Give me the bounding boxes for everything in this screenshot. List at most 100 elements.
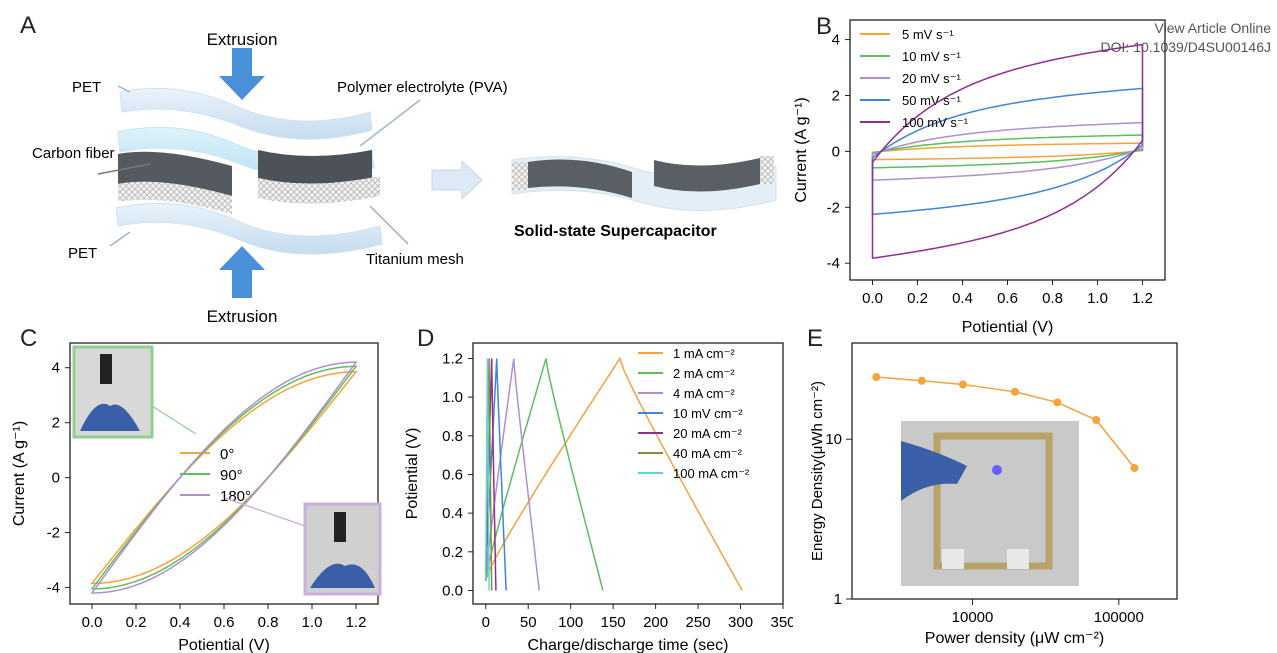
pet-sheet-top (119, 87, 373, 140)
legend-label: 10 mV cm⁻² (673, 406, 743, 421)
x-tick-label: 1.0 (302, 614, 323, 631)
x-axis-label: Charge/discharge time (sec) (528, 637, 729, 653)
extrusion-arrow-top (219, 48, 265, 100)
x-axis-label: Power density (μW cm⁻²) (925, 630, 1104, 647)
x-tick-label: 10000 (952, 609, 994, 626)
panel-a-letter: A (20, 12, 37, 39)
cv-curve (90, 361, 358, 594)
x-tick-label: 0.8 (1042, 290, 1063, 307)
view-article-online-link[interactable]: View Article Online (1154, 20, 1271, 36)
gcd-curve (484, 358, 604, 591)
x-tick-label: 350 (770, 614, 793, 631)
panel-letter: B (816, 13, 832, 40)
y-tick-label: 1.2 (442, 350, 463, 367)
legend-label: 4 mA cm⁻² (673, 386, 735, 401)
gcd-curve (484, 358, 490, 591)
ragone-point (958, 380, 967, 389)
cv-curve (871, 142, 1144, 161)
ragone-point (1053, 398, 1062, 407)
legend-label: 2 mA cm⁻² (673, 366, 735, 381)
y-tick-label: 0.4 (442, 505, 463, 522)
extrusion-top-label: Extrusion (207, 30, 278, 49)
x-tick-label: 250 (686, 614, 711, 631)
ragone-point (1092, 415, 1101, 424)
legend-label: 0° (220, 446, 234, 463)
carbon-fiber-right (258, 150, 372, 184)
inset-leader-line (224, 497, 306, 527)
x-tick-label: 150 (601, 614, 626, 631)
extrusion-bottom-label: Extrusion (207, 307, 278, 326)
y-tick-label: 0 (832, 143, 840, 160)
y-tick-label: 0.0 (442, 582, 463, 599)
y-tick-label: 1.0 (442, 389, 463, 406)
pet-bottom-label: PET (68, 245, 97, 262)
x-tick-label: 0.8 (258, 614, 279, 631)
carbon-fiber-left (118, 151, 232, 196)
y-tick-label: 10 (825, 431, 842, 448)
x-tick-label: 0.2 (907, 290, 928, 307)
gcd-curve (484, 358, 540, 591)
y-tick-label: -4 (47, 580, 60, 597)
legend-label: 90° (220, 467, 243, 484)
x-tick-label: 0.0 (82, 614, 103, 631)
ragone-point (917, 376, 926, 385)
y-tick-label: 2 (52, 415, 60, 432)
panel-a-schematic: Extrusion Extrusion PET PET Polymer elec… (32, 30, 777, 326)
x-tick-label: 200 (643, 614, 668, 631)
x-tick-label: 50 (520, 614, 537, 631)
bent-photo-inset-bottom (303, 502, 382, 596)
x-tick-label: 0.2 (126, 614, 147, 631)
x-tick-label: 0.0 (862, 290, 883, 307)
legend-label: 10 mV s⁻¹ (902, 49, 962, 64)
ragone-point (1010, 387, 1019, 396)
polymer-electrolyte-label: Polymer electrolyte (PVA) (337, 79, 508, 96)
y-tick-label: 0.2 (442, 544, 463, 561)
extrusion-arrow-bottom (219, 246, 265, 298)
inset-leader-line (151, 405, 197, 435)
x-tick-label: 1.2 (1132, 290, 1153, 307)
y-tick-label: -2 (47, 525, 60, 542)
x-tick-label: 0.4 (952, 290, 973, 307)
chart-c-bending: C 0.0 0.2 0.4 0.6 0.8 1.0 1.2 -4 -2 0 2 4 Potiential … (11, 326, 382, 653)
x-tick-label: 300 (728, 614, 753, 631)
cv-curve (871, 43, 1144, 260)
chart-d-gcd: D 0 50 100 150 200 250 300 350 0.0 0.2 0.4 0.6 0.8 1.0… (404, 326, 793, 653)
chart-b-cv: B 0.0 0.2 0.4 0.6 0.8 1.0 1.2 -4 -2 0 2 4 Potiential … (793, 13, 1166, 336)
panel-letter: D (417, 326, 434, 352)
bent-photo-inset-top (72, 345, 154, 439)
y-axis-label: Potiential (V) (404, 428, 421, 520)
x-tick-label: 0 (482, 614, 490, 631)
legend-label: 5 mV s⁻¹ (902, 27, 954, 42)
panel-letter: E (807, 326, 823, 352)
cv-curve (871, 121, 1144, 181)
legend-label: 40 mA cm⁻² (673, 446, 743, 461)
x-tick-label: 100000 (1094, 609, 1144, 626)
plot-frame (851, 342, 1178, 600)
cv-curve (871, 87, 1144, 216)
legend-label: 100 mV s⁻¹ (902, 115, 969, 130)
y-tick-label: 2 (832, 87, 840, 104)
device-label: Solid-state Supercapacitor (514, 223, 717, 240)
carbon-fiber-label: Carbon fiber (32, 145, 115, 162)
y-tick-label: 4 (832, 32, 840, 49)
x-tick-label: 100 (558, 614, 583, 631)
y-tick-label: 0.8 (442, 428, 463, 445)
legend-label: 1 mA cm⁻² (673, 346, 735, 361)
legend-label: 20 mV s⁻¹ (902, 71, 962, 86)
x-tick-label: 1.0 (1087, 290, 1108, 307)
x-axis-label: Potiential (V) (962, 319, 1054, 336)
y-axis-label: Energy Density(μWh cm⁻²) (809, 381, 826, 561)
titanium-mesh-left (118, 181, 232, 214)
y-axis-label: Current (A g⁻¹) (793, 97, 810, 202)
titanium-mesh-label: Titanium mesh (366, 251, 464, 268)
x-tick-label: 0.4 (170, 614, 191, 631)
x-tick-label: 0.6 (214, 614, 235, 631)
x-tick-label: 1.2 (346, 614, 367, 631)
x-tick-label: 0.6 (997, 290, 1018, 307)
legend-label: 100 mA cm⁻² (673, 466, 750, 481)
gcd-curve (484, 356, 743, 591)
titanium-mesh-right (258, 176, 380, 204)
y-axis-label: Current (A g⁻¹) (11, 421, 28, 526)
y-tick-label: 1 (834, 591, 842, 608)
x-axis-label: Potiential (V) (178, 637, 270, 653)
